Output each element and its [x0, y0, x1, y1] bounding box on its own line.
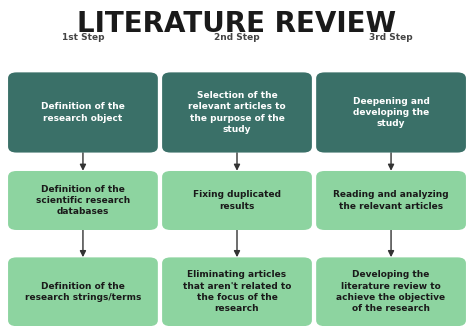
FancyBboxPatch shape	[162, 258, 312, 326]
FancyBboxPatch shape	[8, 72, 158, 153]
Text: Definition of the
scientific research
databases: Definition of the scientific research da…	[36, 185, 130, 216]
FancyBboxPatch shape	[8, 258, 158, 326]
Text: Deepening and
developing the
study: Deepening and developing the study	[353, 96, 429, 128]
Text: 2nd Step: 2nd Step	[214, 33, 260, 42]
Text: Developing the
literature review to
achieve the objective
of the research: Developing the literature review to achi…	[337, 270, 446, 313]
Text: Definition of the
research strings/terms: Definition of the research strings/terms	[25, 282, 141, 302]
Text: LITERATURE REVIEW: LITERATURE REVIEW	[77, 10, 397, 38]
FancyBboxPatch shape	[162, 72, 312, 153]
Text: Eliminating articles
that aren't related to
the focus of the
research: Eliminating articles that aren't related…	[183, 270, 291, 313]
Text: Reading and analyzing
the relevant articles: Reading and analyzing the relevant artic…	[333, 190, 449, 211]
Text: 1st Step: 1st Step	[62, 33, 104, 42]
Text: 3rd Step: 3rd Step	[369, 33, 413, 42]
FancyBboxPatch shape	[8, 171, 158, 230]
FancyBboxPatch shape	[316, 258, 466, 326]
Text: Definition of the
research object: Definition of the research object	[41, 102, 125, 123]
FancyBboxPatch shape	[316, 171, 466, 230]
FancyBboxPatch shape	[316, 72, 466, 153]
FancyBboxPatch shape	[162, 171, 312, 230]
Text: Fixing duplicated
results: Fixing duplicated results	[193, 190, 281, 211]
Text: Selection of the
relevant articles to
the purpose of the
study: Selection of the relevant articles to th…	[188, 91, 286, 134]
